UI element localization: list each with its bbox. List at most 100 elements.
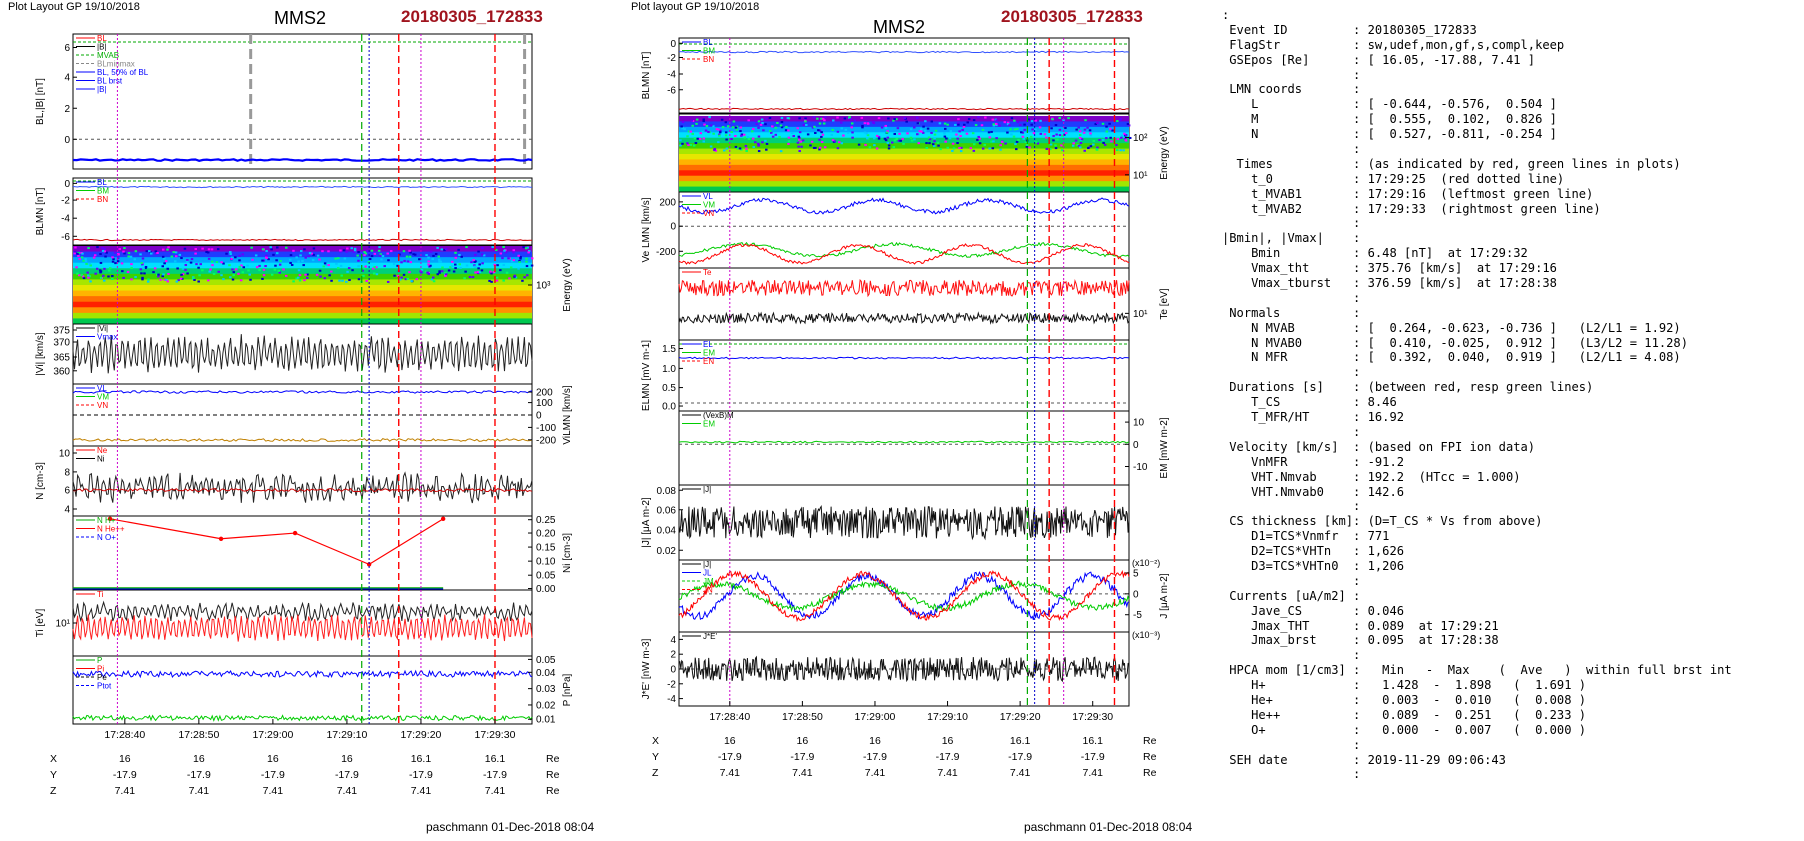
spectrogram-pixel xyxy=(1055,133,1058,136)
left-ytick-label: 10³ xyxy=(536,281,551,292)
spectrogram-pixel xyxy=(393,274,396,277)
spectrogram-pixel xyxy=(368,258,372,261)
spectrogram-pixel xyxy=(730,138,733,141)
info-line: CS thickness [km]: (D=T_CS * Vs from abo… xyxy=(1222,514,1543,529)
mid-pos-unit: Re xyxy=(1143,767,1157,779)
spectrogram-pixel xyxy=(123,247,126,250)
spectrogram-pixel xyxy=(480,269,484,272)
spectrogram-pixel xyxy=(217,270,220,273)
spectrogram-pixel xyxy=(866,122,870,125)
spectrogram-pixel xyxy=(780,126,784,129)
spectrogram-pixel xyxy=(787,129,790,132)
left-legend-entry: Ni xyxy=(97,455,105,464)
mid-legend-entry: EL xyxy=(703,340,713,349)
spectrogram-pixel xyxy=(505,271,509,274)
spectrogram-pixel xyxy=(1001,117,1004,120)
spectrogram-pixel xyxy=(736,147,739,150)
spectrogram-pixel xyxy=(298,279,302,282)
spectrogram-pixel xyxy=(1116,138,1120,141)
spectrogram-pixel xyxy=(816,117,819,120)
spectrogram-pixel xyxy=(82,277,86,280)
spectrogram-pixel xyxy=(1014,143,1017,146)
spectrogram-pixel xyxy=(726,125,730,128)
spectrogram-pixel xyxy=(1029,135,1033,138)
spectrogram-pixel xyxy=(702,140,705,143)
spectrogram-pixel xyxy=(308,252,312,255)
spectrogram-pixel xyxy=(895,118,898,121)
spectrogram-pixel xyxy=(162,248,165,251)
spectrogram-pixel xyxy=(339,250,342,253)
spectrogram-pixel xyxy=(865,132,869,135)
spectrogram-pixel xyxy=(310,252,313,255)
left-ytick-label: 360 xyxy=(53,366,70,377)
spectrogram-pixel xyxy=(341,279,344,282)
mid-panel-frame xyxy=(678,191,1130,269)
mid-legend-entry: Te xyxy=(703,268,712,277)
spectrogram-pixel xyxy=(373,266,376,269)
mid-ytick-label: 0 xyxy=(670,222,676,233)
spectrogram-pixel xyxy=(1077,144,1081,147)
spectrogram-pixel xyxy=(306,276,309,279)
spectrogram-pixel xyxy=(352,250,356,253)
spectrogram-pixel xyxy=(918,130,922,133)
mid-ytick-label: -4 xyxy=(667,694,676,705)
spectrogram-pixel xyxy=(242,266,246,269)
spectrogram-pixel xyxy=(732,120,736,123)
spectrogram-pixel xyxy=(892,119,895,122)
spectrogram-pixel xyxy=(754,141,757,144)
spectrogram-pixel xyxy=(1012,135,1016,138)
spectrogram-pixel xyxy=(357,259,360,262)
info-line: Jmax_brst : 0.095 at 17:28:38 xyxy=(1222,633,1499,648)
spectrogram-pixel xyxy=(492,271,496,274)
spectrogram-pixel xyxy=(718,133,721,136)
spectrogram-pixel xyxy=(931,143,935,146)
left-pos-value: 7.41 xyxy=(115,785,136,797)
spectrogram-pixel xyxy=(694,142,698,145)
info-line: FlagStr : sw,udef,mon,gf,s,compl,keep xyxy=(1222,37,1565,52)
spectrogram-pixel xyxy=(1025,145,1029,148)
spectrogram-pixel xyxy=(1058,134,1062,137)
spectrogram-pixel xyxy=(1061,134,1064,137)
mid-ytick-label: 0.06 xyxy=(657,505,677,516)
spectrogram-pixel xyxy=(84,258,87,261)
spectrogram-pixel xyxy=(396,264,399,267)
spectrogram-pixel xyxy=(429,264,432,267)
spectrogram-pixel xyxy=(530,257,534,260)
spectrogram-pixel xyxy=(866,134,870,137)
spectrogram-pixel xyxy=(468,276,472,279)
mid-legend-entry: EM xyxy=(703,420,715,429)
spectrogram-pixel xyxy=(991,118,995,121)
spectrogram-pixel xyxy=(307,255,311,258)
spectrogram-pixel xyxy=(913,126,916,129)
left-ytick-label: 0.00 xyxy=(536,584,556,595)
spectrogram-pixel xyxy=(924,120,927,123)
spectrogram-pixel xyxy=(438,271,441,274)
spectrogram-pixel xyxy=(681,127,684,130)
mid-ylabel: ELMN [mV m-1] xyxy=(641,340,652,411)
mid-ytick-label: 1.0 xyxy=(662,364,676,375)
spectrogram-pixel xyxy=(114,262,117,265)
spectrogram-pixel xyxy=(988,136,992,139)
spectrogram-pixel xyxy=(201,247,204,250)
spectrogram-pixel xyxy=(761,141,764,144)
spectrogram-pixel xyxy=(991,147,995,150)
left-xtick-label: 17:29:30 xyxy=(475,729,516,741)
spectrogram-pixel xyxy=(126,270,130,273)
mid-pos-value: -17.9 xyxy=(718,751,742,763)
spectrogram-pixel xyxy=(1109,127,1112,130)
spectrogram-pixel xyxy=(1052,139,1055,142)
spectrogram-pixel xyxy=(757,120,761,123)
spectrogram-band xyxy=(73,318,532,325)
spectrogram-pixel xyxy=(990,140,993,143)
spectrogram-pixel xyxy=(261,248,265,251)
spectrogram-pixel xyxy=(238,259,241,262)
spectrogram-pixel xyxy=(995,124,998,127)
spectrogram-pixel xyxy=(1095,148,1099,151)
left-pi-trace xyxy=(72,669,533,679)
left-ytick-label: 200 xyxy=(536,388,553,399)
spectrogram-pixel xyxy=(999,144,1002,147)
spectrogram-pixel xyxy=(148,250,151,253)
mid-te-black-trace xyxy=(678,311,1130,325)
spectrogram-pixel xyxy=(715,128,719,131)
